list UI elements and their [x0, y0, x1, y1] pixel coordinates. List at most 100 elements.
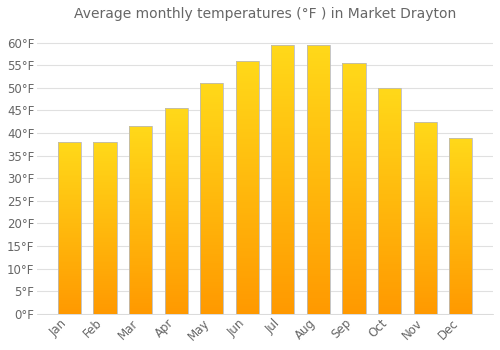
Bar: [449, 312, 472, 314]
Bar: [414, 283, 437, 285]
Bar: [307, 136, 330, 139]
Bar: [94, 309, 116, 310]
Bar: [200, 217, 224, 219]
Bar: [307, 53, 330, 56]
Bar: [378, 280, 401, 282]
Bar: [414, 281, 437, 283]
Bar: [272, 260, 294, 263]
Bar: [129, 216, 152, 218]
Bar: [129, 194, 152, 196]
Bar: [200, 132, 224, 134]
Bar: [342, 209, 365, 211]
Bar: [342, 158, 365, 161]
Bar: [449, 226, 472, 228]
Bar: [200, 113, 224, 116]
Bar: [414, 285, 437, 287]
Bar: [307, 222, 330, 225]
Bar: [378, 287, 401, 289]
Bar: [58, 158, 81, 159]
Bar: [164, 139, 188, 141]
Bar: [378, 151, 401, 153]
Bar: [129, 246, 152, 248]
Bar: [129, 197, 152, 199]
Bar: [94, 194, 116, 195]
Bar: [272, 115, 294, 118]
Bar: [307, 150, 330, 153]
Bar: [58, 223, 81, 224]
Bar: [164, 277, 188, 279]
Bar: [58, 178, 81, 180]
Bar: [378, 149, 401, 151]
Bar: [236, 63, 259, 66]
Bar: [378, 97, 401, 99]
Bar: [200, 139, 224, 141]
Bar: [129, 267, 152, 269]
Bar: [200, 304, 224, 307]
Bar: [200, 279, 224, 281]
Bar: [378, 90, 401, 92]
Bar: [342, 296, 365, 299]
Bar: [200, 102, 224, 104]
Bar: [272, 131, 294, 134]
Bar: [58, 278, 81, 280]
Bar: [342, 63, 365, 65]
Bar: [414, 287, 437, 289]
Bar: [449, 190, 472, 192]
Bar: [307, 255, 330, 257]
Bar: [342, 103, 365, 106]
Bar: [164, 250, 188, 252]
Bar: [164, 289, 188, 291]
Bar: [342, 63, 365, 314]
Bar: [449, 145, 472, 146]
Bar: [342, 108, 365, 111]
Bar: [58, 305, 81, 307]
Bar: [378, 235, 401, 237]
Bar: [164, 135, 188, 137]
Bar: [58, 264, 81, 266]
Bar: [378, 251, 401, 253]
Bar: [129, 132, 152, 134]
Bar: [129, 303, 152, 304]
Bar: [200, 281, 224, 284]
Bar: [342, 153, 365, 156]
Bar: [378, 253, 401, 255]
Bar: [129, 228, 152, 230]
Bar: [307, 145, 330, 147]
Bar: [129, 282, 152, 284]
Bar: [200, 263, 224, 265]
Bar: [378, 208, 401, 210]
Bar: [272, 80, 294, 83]
Bar: [236, 233, 259, 235]
Bar: [342, 70, 365, 73]
Bar: [236, 114, 259, 117]
Bar: [236, 240, 259, 243]
Bar: [164, 180, 188, 182]
Bar: [449, 268, 472, 270]
Bar: [58, 242, 81, 243]
Bar: [164, 271, 188, 273]
Bar: [272, 88, 294, 91]
Bar: [414, 300, 437, 302]
Bar: [449, 286, 472, 287]
Bar: [378, 291, 401, 294]
Bar: [58, 187, 81, 188]
Bar: [449, 266, 472, 268]
Bar: [307, 273, 330, 276]
Bar: [307, 80, 330, 83]
Bar: [58, 149, 81, 150]
Bar: [164, 262, 188, 265]
Bar: [129, 145, 152, 147]
Bar: [414, 162, 437, 164]
Bar: [414, 262, 437, 264]
Bar: [449, 162, 472, 164]
Bar: [449, 148, 472, 150]
Bar: [58, 259, 81, 261]
Bar: [449, 180, 472, 182]
Bar: [129, 230, 152, 231]
Bar: [414, 247, 437, 248]
Bar: [129, 169, 152, 171]
Bar: [272, 163, 294, 166]
Bar: [164, 131, 188, 133]
Bar: [272, 99, 294, 101]
Bar: [58, 207, 81, 209]
